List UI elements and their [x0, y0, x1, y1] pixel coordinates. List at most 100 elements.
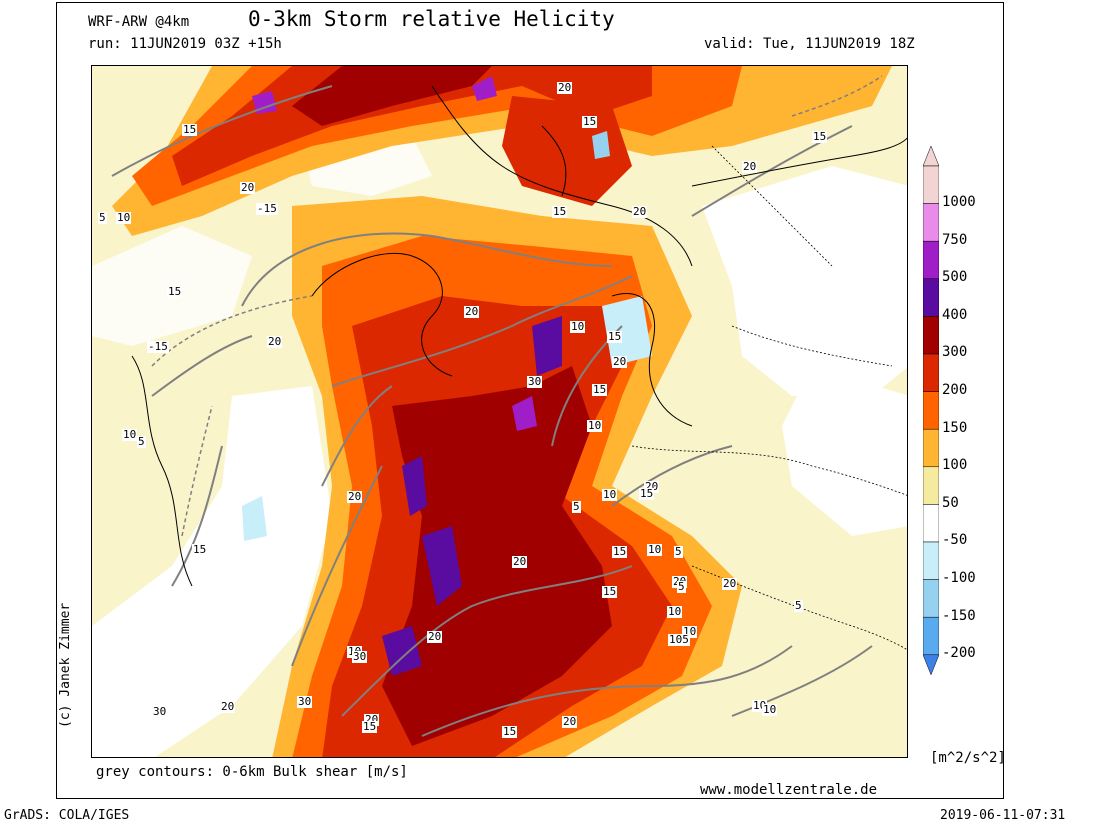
contour-label: 15	[592, 383, 608, 396]
model-label: WRF-ARW @4km	[88, 14, 190, 30]
colorbar-bottom-arrow	[923, 654, 939, 676]
colorbar-units: [m^2/s^2]	[930, 750, 1006, 766]
contour-label: 5	[98, 211, 107, 224]
colorbar-label: 750	[942, 231, 968, 248]
shear-contour-dashed	[791, 75, 883, 117]
contour-label: 5	[677, 580, 686, 593]
colorbar-swatch	[923, 428, 939, 468]
shear-contour-dashed	[181, 405, 213, 537]
contour-label: -15	[147, 340, 169, 353]
colorbar-swatch	[923, 240, 939, 280]
contour-label: 10	[116, 211, 132, 224]
shear-dashed-contours	[151, 75, 883, 537]
colorbar-label: 100	[942, 457, 968, 474]
contour-label: 10	[762, 703, 778, 716]
contour-label: 15	[552, 205, 568, 218]
helicity-map: 1520510-1515-152020302015105103020203030…	[91, 65, 908, 758]
colorbar-swatch	[923, 165, 939, 204]
shear-contour	[291, 465, 383, 667]
colorbar-label: -150	[942, 607, 976, 624]
colorbar-swatch	[923, 278, 939, 317]
field-200-baltic	[502, 96, 632, 206]
colorbar	[923, 146, 939, 676]
contour-label: 30	[152, 705, 168, 718]
colorbar-top-arrow	[923, 146, 939, 167]
website-label: www.modellzentrale.de	[700, 782, 878, 798]
field-400-f	[472, 76, 497, 101]
contour-label: 20	[267, 335, 283, 348]
field-white-west	[92, 386, 332, 757]
border	[731, 325, 893, 367]
contour-label: 20	[632, 205, 648, 218]
colorbar-swatch	[923, 316, 939, 355]
author-credit: (c) Janek Zimmer	[58, 602, 73, 728]
colorbar-swatch	[923, 541, 939, 580]
shear-contour	[341, 565, 633, 717]
contour-label: 5	[572, 500, 581, 513]
contour-label: 10	[587, 419, 603, 432]
shear-contour	[321, 385, 393, 487]
contour-label: 5	[137, 435, 146, 448]
field-300-north	[292, 66, 492, 126]
contour-label: 15	[182, 123, 198, 136]
shear-contour	[731, 645, 873, 717]
shear-contour-dashed	[151, 295, 313, 367]
shear-contour	[151, 335, 253, 397]
field-neg-c	[592, 131, 610, 159]
field-400-d	[382, 626, 422, 676]
software-label: GrADS: COLA/IGES	[4, 808, 130, 823]
colorbar-label: -200	[942, 645, 976, 662]
contour-label: 20	[464, 305, 480, 318]
contour-label: 20	[240, 181, 256, 194]
colorbar-swatch	[923, 504, 939, 543]
colorbar-label: -100	[942, 570, 976, 586]
contour-label: 105	[668, 633, 690, 646]
contours-note: grey contours: 0-6km Bulk shear [m/s]	[96, 764, 408, 780]
field-400-e	[512, 396, 537, 431]
chart-title: 0-3km Storm relative Helicity	[248, 7, 615, 31]
colorbar-label: 150	[942, 419, 968, 436]
contour-label: -15	[256, 202, 278, 215]
colorbar-label: 200	[942, 382, 968, 398]
contour-label: 15	[602, 585, 618, 598]
colorbar-swatch	[923, 203, 939, 242]
colorbar-label: 50	[942, 494, 959, 511]
contour-label: 20	[427, 630, 443, 643]
coastline	[691, 137, 907, 187]
colorbar-label: 1000	[942, 194, 976, 210]
contour-label: 30	[297, 695, 313, 708]
colorbar-swatch	[923, 616, 939, 656]
contour-label: 20	[512, 555, 528, 568]
field-white-east	[702, 166, 907, 396]
run-label: run: 11JUN2019 03Z +15h	[88, 36, 282, 52]
coastline	[611, 292, 693, 427]
field-400-c	[532, 316, 562, 376]
colorbar-label: 500	[942, 269, 968, 286]
colorbar-label: 300	[942, 344, 968, 361]
contour-label: 10	[122, 428, 138, 441]
contour-label: 15	[639, 487, 655, 500]
contour-label: 15	[812, 130, 828, 143]
field-neg-a	[602, 296, 652, 366]
contour-label: 20	[742, 160, 758, 173]
field-400-a	[402, 456, 427, 516]
contour-label: 15	[502, 725, 518, 738]
shear-contour	[111, 85, 333, 177]
coastline	[541, 125, 567, 197]
contour-label: 20	[347, 490, 363, 503]
coastlines	[131, 85, 907, 587]
contour-label: 15	[607, 330, 623, 343]
valid-label: valid: Tue, 11JUN2019 18Z	[704, 36, 915, 52]
colorbar-swatch	[923, 353, 939, 392]
field-neg-b	[242, 496, 267, 541]
contour-label: 15	[612, 545, 628, 558]
contour-label: 20	[562, 715, 578, 728]
contour-label: 10	[602, 488, 618, 501]
colorbar-swatch	[923, 579, 939, 618]
field-300	[382, 366, 612, 746]
colorbar-label: 400	[942, 306, 968, 323]
shear-contour	[611, 445, 733, 507]
field-200-north	[172, 66, 652, 186]
coastline	[311, 252, 453, 377]
contour-label: 15	[362, 720, 378, 733]
